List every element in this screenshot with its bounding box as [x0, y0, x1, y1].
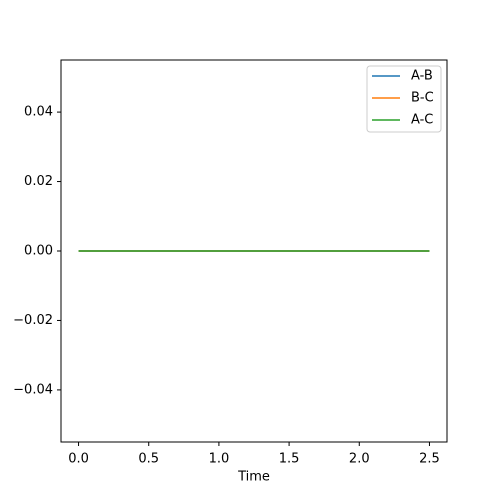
legend-label: A-C: [411, 113, 433, 128]
x-axis-label: Time: [237, 470, 270, 485]
legend-box: [366, 65, 442, 133]
legend-label: B-C: [411, 91, 434, 106]
x-tick-label: 2.5: [419, 452, 440, 467]
y-tick-label: 0.00: [24, 244, 53, 259]
y-tick-label: 0.04: [24, 105, 53, 120]
legend-label: A-B: [411, 69, 433, 84]
x-tick-label: 1.5: [279, 452, 300, 467]
y-tick-label: −0.02: [13, 313, 53, 328]
x-tick-label: 2.0: [349, 452, 370, 467]
y-tick-label: −0.04: [13, 382, 53, 397]
x-tick-label: 1.0: [209, 452, 230, 467]
x-tick-label: 0.5: [138, 452, 159, 467]
y-tick-label: 0.02: [24, 174, 53, 189]
x-tick-label: 0.0: [68, 452, 89, 467]
